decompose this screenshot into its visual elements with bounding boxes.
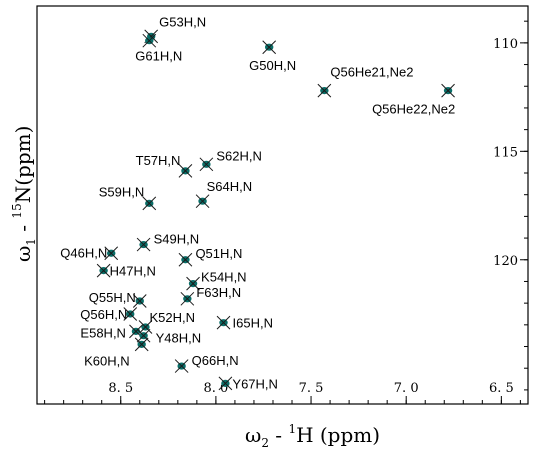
- x-axis-omega: ω: [245, 423, 261, 447]
- peak-marker: [216, 315, 231, 330]
- peak-marker: [218, 376, 233, 391]
- y-axis-sup: 15: [10, 203, 24, 218]
- peak-marker: [195, 194, 210, 209]
- peak-label: S49H,N: [154, 232, 200, 247]
- peak-label: Q56He21,Ne2: [330, 65, 413, 80]
- peaks-layer: [96, 29, 455, 391]
- peak-marker: [136, 237, 151, 252]
- y-axis-dash: -: [11, 219, 35, 238]
- peak-label: Q51H,N: [195, 246, 242, 261]
- peak-label: H47H,N: [110, 264, 156, 279]
- x-axis-sub: 2: [261, 436, 269, 450]
- x-axis-title: ω2 - 1H (ppm): [245, 422, 380, 450]
- peak-label: K60H,N: [84, 353, 130, 368]
- peak-cross: [218, 376, 233, 391]
- peak-cross: [441, 83, 455, 98]
- peak-marker: [138, 320, 153, 334]
- peak-cross: [317, 83, 332, 98]
- y-tick-label: 120: [493, 254, 518, 269]
- peak-marker: [441, 83, 455, 98]
- peak-label: Y48H,N: [156, 331, 202, 346]
- peak-marker: [104, 246, 119, 261]
- peak-marker: [199, 157, 214, 172]
- peak-cross: [104, 246, 119, 261]
- y-axis-omega: ω: [11, 246, 35, 262]
- peak-cross: [142, 196, 157, 211]
- peak-marker: [123, 307, 138, 321]
- peak-label: K52H,N: [149, 310, 195, 325]
- peak-cross: [132, 294, 147, 308]
- peak-cross: [129, 324, 143, 339]
- peak-label: E58H,N: [80, 325, 126, 340]
- peak-cross: [216, 315, 231, 330]
- peak-marker: [136, 328, 151, 343]
- peak-marker: [134, 337, 149, 352]
- peak-label: S59H,N: [99, 184, 145, 199]
- peak-cross: [178, 163, 193, 178]
- peak-labels-layer: G53H,N G61H,N G50H,N Q56He21,Ne2 Q56He22,Ne2…: [60, 14, 455, 391]
- peak-cross: [96, 263, 111, 278]
- peak-marker: [132, 294, 147, 308]
- x-tick-label: 7. 5: [299, 381, 324, 396]
- peak-label: G61H,N: [135, 49, 182, 64]
- peak-marker: [174, 359, 189, 373]
- peak-label: S62H,N: [216, 148, 262, 163]
- peak-marker: [178, 252, 193, 267]
- peak-label: G53H,N: [159, 14, 206, 29]
- peak-label: Q66H,N: [192, 353, 239, 368]
- peak-cross: [123, 307, 138, 321]
- x-axis-ticks: 8. 5 8. 0 7. 5 7. 0 6. 5: [108, 381, 514, 404]
- peak-marker: [180, 291, 195, 306]
- peak-label: T57H,N: [136, 153, 181, 168]
- peak-label: Q56H,N: [80, 307, 127, 322]
- plot-frame: [36, 5, 529, 405]
- peak-cross: [138, 320, 153, 334]
- y-axis-ticks: 110 115 120: [493, 37, 528, 269]
- x-tick-label: 6. 5: [489, 381, 514, 396]
- peak-marker: [262, 40, 277, 55]
- peak-label: Q46H,N: [60, 245, 107, 260]
- peak-marker: [142, 33, 157, 48]
- peak-marker: [142, 196, 157, 211]
- peak-label: F63H,N: [196, 285, 241, 300]
- peak-cross: [142, 33, 157, 48]
- peak-cross: [136, 237, 151, 252]
- x-axis-dash: -: [269, 423, 288, 447]
- peak-cross: [134, 337, 149, 352]
- peak-cross: [174, 359, 189, 373]
- peak-label: G50H,N: [249, 58, 296, 73]
- peak-cross: [262, 40, 277, 55]
- peak-marker: [317, 83, 332, 98]
- peak-label: I65H,N: [233, 316, 273, 331]
- x-axis-sup: 1: [288, 422, 296, 436]
- peak-cross: [199, 157, 214, 172]
- peak-marker: [186, 276, 200, 291]
- peak-label: Q56He22,Ne2: [372, 102, 455, 117]
- y-axis-sub: 1: [24, 238, 38, 246]
- peak-label: Y67H,N: [232, 376, 278, 391]
- peak-cross: [180, 291, 195, 306]
- y-axis-unit: N(ppm): [11, 126, 35, 204]
- peak-cross: [186, 276, 200, 291]
- x-tick-label: 7. 0: [394, 381, 419, 396]
- y-axis-title: ω1 - 15N(ppm): [10, 126, 38, 262]
- peak-cross: [178, 252, 193, 267]
- peak-label: Q55H,N: [89, 290, 136, 305]
- peak-cross: [195, 194, 210, 209]
- peak-label: K54H,N: [201, 270, 247, 285]
- peak-marker: [178, 163, 193, 178]
- x-axis-unit: H (ppm): [296, 423, 380, 447]
- x-tick-label: 8. 5: [108, 381, 133, 396]
- peak-cross: [136, 328, 151, 343]
- y-tick-label: 110: [493, 37, 518, 52]
- y-tick-label: 115: [493, 145, 518, 160]
- peak-label: S64H,N: [207, 179, 253, 194]
- peak-marker: [96, 263, 111, 278]
